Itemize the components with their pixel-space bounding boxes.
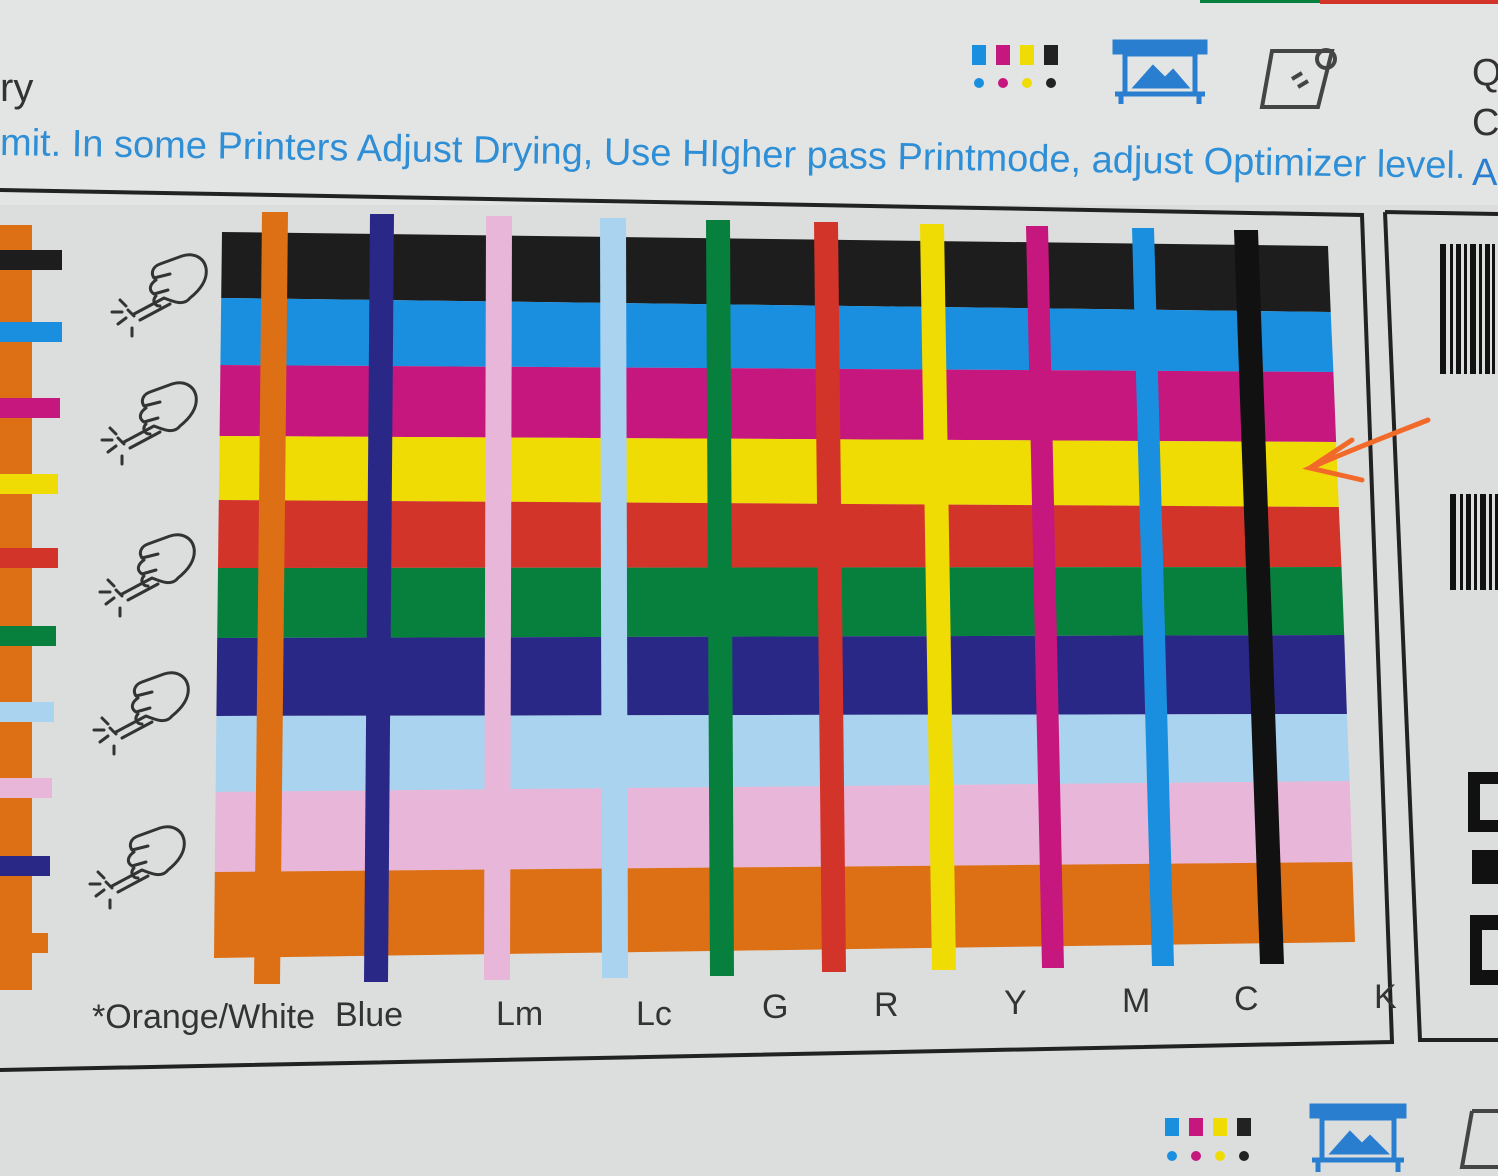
pointing-hand-icon (110, 253, 208, 338)
label-orange-white: *Orange/White (92, 998, 315, 1036)
color-column-3 (600, 218, 628, 978)
left-tick-0 (0, 250, 62, 270)
printer-image-icon (1112, 39, 1208, 104)
printer-image-icon-bottom (1309, 1103, 1407, 1172)
right-fragment-q: Q (1472, 52, 1498, 94)
pointing-hand-icon (100, 381, 198, 466)
color-columns (254, 212, 1284, 984)
left-tick-6 (0, 702, 54, 722)
color-column-9 (1234, 230, 1284, 964)
left-tick-8 (0, 856, 50, 876)
label-r: R (874, 986, 899, 1024)
color-column-2 (484, 216, 512, 980)
left-tick-2 (0, 398, 60, 418)
qr-code-icon (1468, 772, 1498, 985)
label-c: C (1234, 980, 1259, 1018)
color-column-1 (364, 214, 394, 982)
color-column-7 (1026, 226, 1064, 968)
barcode-icon (1440, 244, 1498, 590)
label-k: K (1374, 978, 1397, 1016)
left-strip (0, 225, 62, 990)
left-tick-3 (0, 474, 58, 494)
label-m: M (1122, 982, 1151, 1020)
ink-cartridges-icon-bottom (1165, 1118, 1251, 1161)
left-tick-9 (0, 933, 48, 953)
media-roll-icon-bottom (1459, 1109, 1498, 1169)
label-lc: Lc (636, 995, 672, 1033)
color-column-4 (706, 220, 734, 976)
right-fragment-c: C (1472, 102, 1498, 144)
color-column-5 (814, 222, 846, 972)
color-column-8 (1132, 228, 1174, 966)
label-lm: Lm (496, 995, 544, 1033)
pointing-hand-icon (92, 671, 190, 756)
right-fragment-al: Al (1472, 152, 1498, 194)
hand-icons (88, 253, 208, 910)
ink-cartridges-icon (972, 45, 1058, 88)
media-roll-icon (1259, 48, 1337, 109)
label-blue: Blue (335, 996, 404, 1034)
left-tick-5 (0, 626, 56, 646)
left-tick-4 (0, 548, 58, 568)
label-g: G (762, 988, 789, 1026)
arrow-annotation (1302, 417, 1431, 483)
label-y: Y (1004, 984, 1027, 1022)
color-column-6 (920, 224, 956, 970)
header-fragment-left: ry (0, 66, 34, 110)
pointing-hand-icon (88, 825, 186, 910)
left-tick-7 (0, 778, 52, 798)
pointing-hand-icon (98, 533, 196, 618)
color-column-0 (254, 212, 288, 984)
left-tick-1 (0, 322, 62, 342)
